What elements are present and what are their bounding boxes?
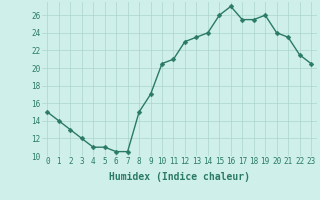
X-axis label: Humidex (Indice chaleur): Humidex (Indice chaleur) bbox=[109, 172, 250, 182]
